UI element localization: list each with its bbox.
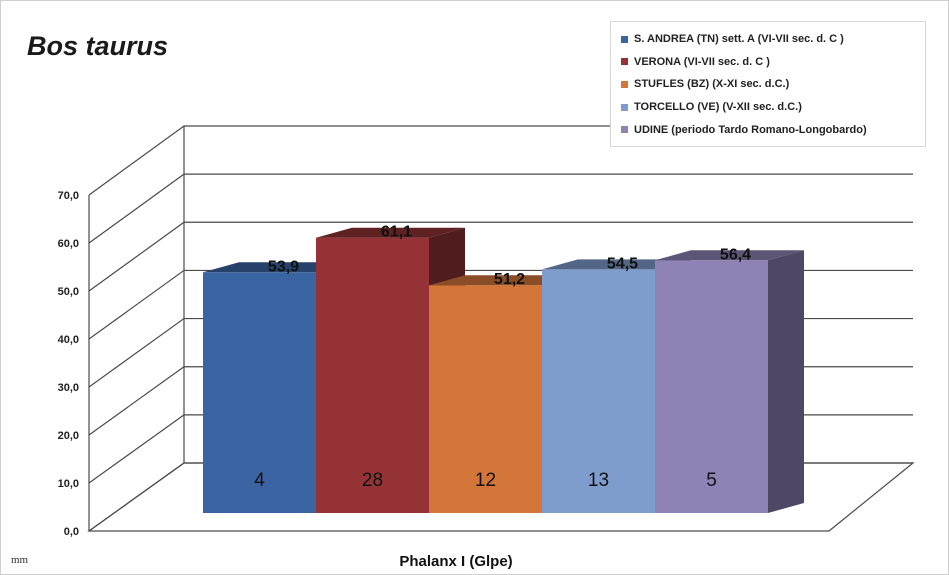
- legend-item: VERONA (VI-VII sec. d. C ): [621, 51, 925, 74]
- y-tick-label: 60,0: [58, 238, 79, 250]
- y-tick-label: 70,0: [58, 190, 79, 202]
- legend-item: S. ANDREA (TN) sett. A (VI-VII sec. d. C…: [621, 28, 925, 51]
- count-label: 28: [362, 470, 383, 491]
- legend-item: STUFLES (BZ) (X-XI sec. d.C.): [621, 73, 925, 96]
- legend-label: STUFLES (BZ) (X-XI sec. d.C.): [634, 78, 790, 91]
- unit-label: mm: [11, 554, 29, 566]
- y-tick-label: 10,0: [58, 478, 79, 490]
- legend-label: UDINE (periodo Tardo Romano-Longobardo): [634, 123, 867, 136]
- data-label: 61,1: [381, 224, 412, 241]
- bar: [655, 260, 768, 513]
- legend-swatch: [621, 103, 628, 111]
- legend-swatch: [621, 35, 628, 43]
- y-tick-label: 50,0: [58, 286, 79, 298]
- legend-swatch: [621, 58, 628, 66]
- legend-label: S. ANDREA (TN) sett. A (VI-VII sec. d. C…: [634, 33, 844, 46]
- count-label: 5: [706, 470, 717, 491]
- y-tick-label: 40,0: [58, 334, 79, 346]
- legend-swatch: [621, 126, 628, 134]
- legend-label: TORCELLO (VE) (V-XII sec. d.C.): [634, 101, 802, 114]
- chart-title: Bos taurus: [27, 31, 169, 61]
- bar-top: [316, 227, 465, 238]
- count-label: 13: [588, 470, 609, 491]
- bar-top: [203, 262, 352, 273]
- data-label: 53,9: [268, 258, 299, 275]
- gridline: [88, 173, 913, 244]
- bar-side: [768, 250, 804, 513]
- bar-top: [655, 250, 804, 261]
- data-label: 54,5: [607, 255, 638, 272]
- legend-swatch: [621, 80, 628, 88]
- y-tick-label: 20,0: [58, 430, 79, 442]
- bar: [429, 285, 542, 513]
- data-label: 56,4: [720, 246, 751, 263]
- count-label: 4: [254, 470, 265, 491]
- bar: [203, 272, 316, 513]
- legend-item: TORCELLO (VE) (V-XII sec. d.C.): [621, 96, 925, 119]
- y-tick-label: 30,0: [58, 382, 79, 394]
- data-label: 51,2: [494, 271, 525, 288]
- bar: [542, 269, 655, 513]
- legend: S. ANDREA (TN) sett. A (VI-VII sec. d. C…: [610, 21, 926, 147]
- legend-item: UDINE (periodo Tardo Romano-Longobardo): [621, 118, 925, 141]
- x-axis-label: Phalanx I (Glpe): [399, 553, 513, 570]
- y-tick-label: 0,0: [64, 526, 79, 538]
- legend-label: VERONA (VI-VII sec. d. C ): [634, 55, 770, 68]
- bar-top: [542, 259, 691, 270]
- count-label: 12: [475, 470, 496, 491]
- bar-top: [429, 275, 578, 286]
- bar: [316, 237, 429, 513]
